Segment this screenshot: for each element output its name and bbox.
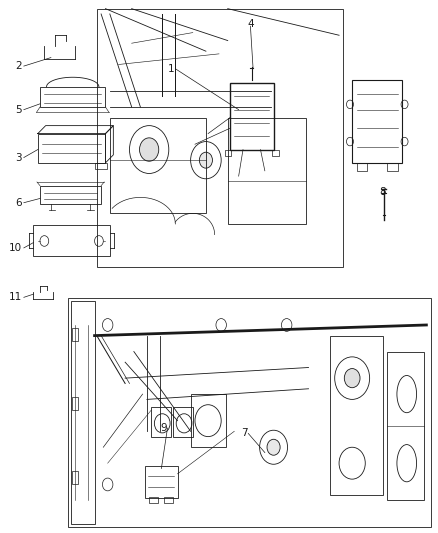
Bar [40, 185, 101, 204]
Text: 5: 5 [15, 104, 21, 115]
Text: 1: 1 [168, 64, 174, 74]
Bar [173, 407, 193, 437]
Bar [145, 466, 177, 498]
Text: 4: 4 [247, 19, 254, 29]
Bar [33, 225, 110, 256]
Bar [352, 80, 403, 163]
Text: 2: 2 [15, 61, 21, 71]
Bar [357, 163, 367, 171]
Text: 8: 8 [379, 187, 386, 197]
Bar [71, 301, 95, 524]
Bar [72, 471, 78, 484]
Text: 9: 9 [160, 423, 166, 433]
Text: 11: 11 [8, 292, 21, 302]
Bar [72, 397, 78, 410]
Circle shape [140, 138, 159, 161]
Bar [330, 336, 383, 495]
Bar [38, 134, 106, 163]
Bar [97, 9, 343, 266]
Bar [272, 150, 279, 156]
Bar [110, 118, 206, 213]
Bar [151, 407, 171, 437]
Bar [387, 163, 398, 171]
Bar [191, 394, 226, 447]
Bar [228, 118, 306, 224]
Text: 7: 7 [241, 429, 247, 439]
Bar [72, 328, 78, 341]
Bar [164, 497, 173, 503]
Circle shape [344, 368, 360, 387]
Circle shape [199, 152, 212, 168]
Text: 3: 3 [15, 152, 21, 163]
Circle shape [267, 439, 280, 455]
Bar [149, 497, 158, 503]
Text: 10: 10 [8, 243, 21, 253]
Bar [230, 83, 274, 150]
Bar [387, 352, 424, 500]
Bar [40, 87, 106, 107]
Text: 6: 6 [15, 198, 21, 208]
Bar [95, 163, 107, 169]
Bar [68, 298, 431, 527]
Bar [225, 150, 231, 156]
